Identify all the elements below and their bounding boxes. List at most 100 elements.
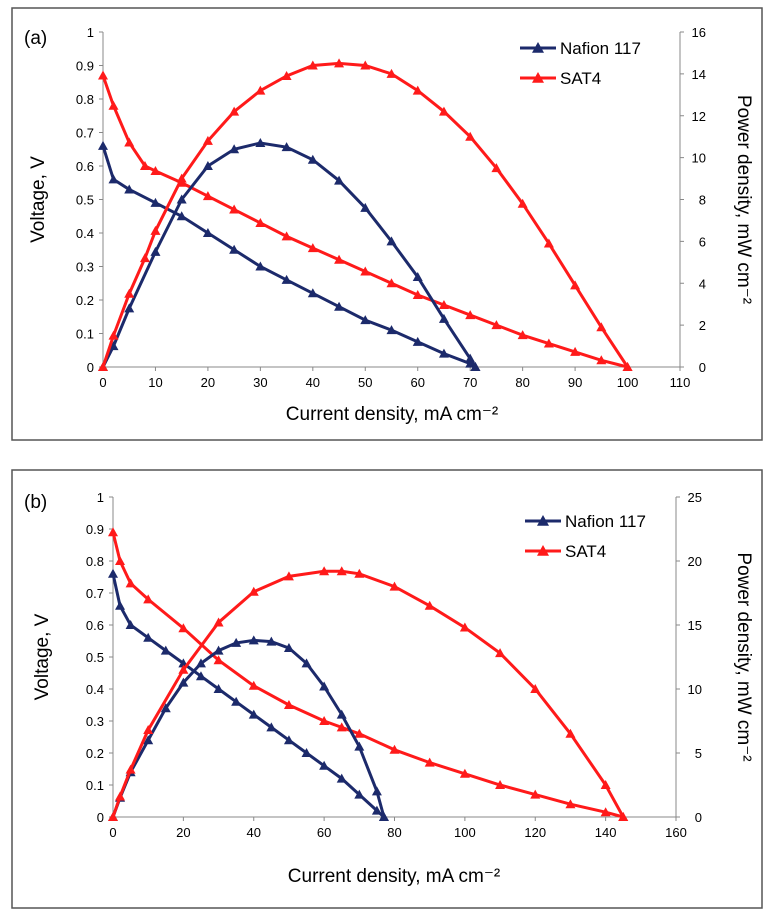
marker <box>334 301 345 311</box>
marker <box>139 253 150 263</box>
legend-marker <box>537 515 549 526</box>
marker <box>570 280 581 290</box>
y-tick-label: 0.7 <box>76 126 94 141</box>
marker <box>307 288 318 298</box>
marker <box>412 336 423 346</box>
marker <box>108 527 118 537</box>
marker <box>334 254 345 264</box>
marker <box>202 191 213 201</box>
marker <box>307 154 318 164</box>
marker <box>248 709 259 719</box>
marker <box>307 60 318 70</box>
marker <box>354 741 365 751</box>
x-tick-label: 20 <box>201 375 215 390</box>
marker <box>143 735 154 745</box>
marker <box>465 131 476 141</box>
marker <box>178 677 189 687</box>
y2-tick-label: 10 <box>688 682 702 697</box>
marker <box>229 204 240 214</box>
marker <box>255 261 266 271</box>
marker <box>360 202 371 212</box>
legend-marker <box>532 42 544 53</box>
panel-frame <box>11 7 763 441</box>
marker <box>378 812 389 821</box>
marker <box>600 807 611 817</box>
x-axis-label: Current density, mA cm⁻² <box>286 404 498 425</box>
marker <box>412 85 423 95</box>
marker <box>354 728 365 738</box>
y2-tick-label: 20 <box>688 554 702 569</box>
marker <box>336 566 347 576</box>
marker <box>195 658 206 668</box>
marker <box>160 645 171 655</box>
marker <box>281 70 292 80</box>
marker <box>195 671 206 681</box>
marker <box>124 288 135 298</box>
y2-tick-label: 4 <box>699 276 706 291</box>
x-tick-label: 50 <box>358 375 372 390</box>
y-tick-label: 0.9 <box>86 522 104 537</box>
x-tick-label: 10 <box>148 375 162 390</box>
y-tick-label: 0.3 <box>76 260 94 275</box>
marker <box>465 353 476 363</box>
x-tick-label: 90 <box>568 375 582 390</box>
y-tick-label: 0 <box>87 360 94 375</box>
y2-axis-label: Power density, mW cm⁻² <box>733 552 754 761</box>
marker <box>229 106 240 116</box>
marker <box>412 289 423 299</box>
marker <box>424 600 435 610</box>
x-axis-label: Current density, mA cm⁻² <box>288 866 500 887</box>
marker <box>108 568 118 578</box>
marker <box>202 161 213 170</box>
marker <box>283 571 294 581</box>
marker <box>283 643 294 653</box>
y-tick-label: 0.6 <box>86 618 104 633</box>
marker <box>622 362 633 371</box>
series-line <box>101 145 477 369</box>
marker <box>386 68 397 78</box>
y-tick-label: 0.1 <box>76 327 94 342</box>
marker <box>248 680 259 690</box>
marker <box>334 58 345 68</box>
legend-label: SAT4 <box>565 542 606 561</box>
y-axis-label: Voltage, V <box>32 613 53 700</box>
marker <box>389 744 400 754</box>
marker <box>202 228 213 237</box>
marker <box>139 161 150 170</box>
marker <box>354 568 365 578</box>
marker <box>229 244 240 254</box>
marker <box>319 566 330 576</box>
y2-tick-label: 8 <box>699 193 706 208</box>
marker <box>438 106 449 116</box>
y2-tick-label: 12 <box>692 109 706 124</box>
marker <box>108 341 119 351</box>
y-tick-label: 0.5 <box>76 193 94 208</box>
marker <box>491 163 502 173</box>
marker <box>412 271 423 281</box>
marker <box>115 556 126 565</box>
legend-label: Nafion 117 <box>565 512 646 531</box>
marker <box>150 166 161 176</box>
marker <box>570 346 581 356</box>
marker <box>336 773 347 783</box>
marker <box>459 768 470 778</box>
y-tick-label: 0.8 <box>86 554 104 569</box>
marker <box>231 696 242 706</box>
x-tick-label: 40 <box>247 825 261 840</box>
marker <box>517 198 528 208</box>
marker <box>491 320 502 330</box>
marker <box>283 700 294 709</box>
marker <box>255 217 266 227</box>
marker <box>301 658 312 668</box>
x-tick-label: 80 <box>387 825 401 840</box>
marker <box>386 278 397 288</box>
marker <box>495 648 506 658</box>
x-tick-label: 0 <box>109 825 116 840</box>
marker <box>360 266 371 276</box>
marker <box>255 137 266 147</box>
marker <box>438 300 449 310</box>
marker <box>124 184 135 194</box>
marker <box>307 243 318 253</box>
